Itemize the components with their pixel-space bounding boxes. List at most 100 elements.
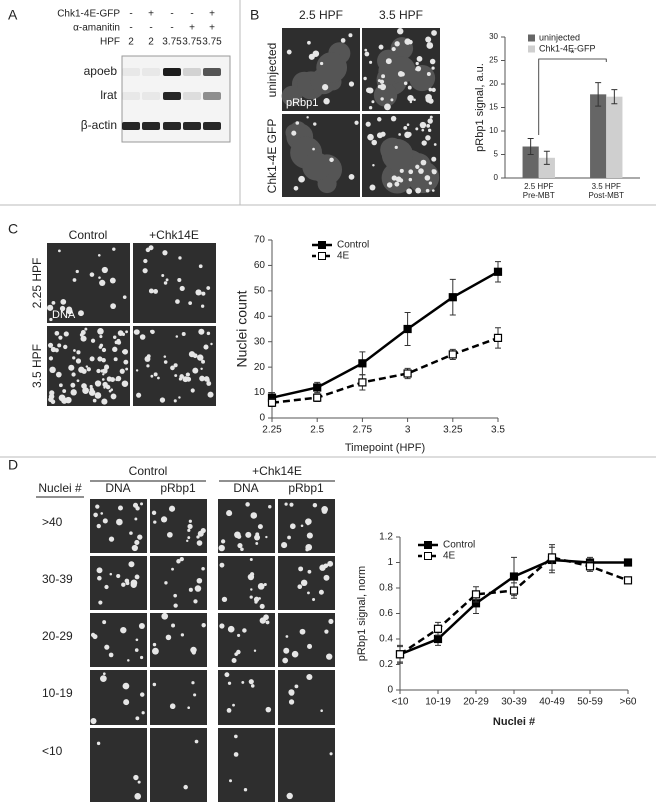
band xyxy=(122,68,140,76)
nucleus xyxy=(153,289,159,294)
bar xyxy=(522,146,539,178)
nucleus xyxy=(185,372,190,377)
nucleus xyxy=(381,74,386,79)
nucleus xyxy=(109,277,116,284)
nucleus xyxy=(134,517,138,521)
stain-label: DNA xyxy=(52,309,76,321)
marker xyxy=(358,378,367,387)
nucleus xyxy=(190,388,195,393)
marker xyxy=(493,267,503,276)
nucleus xyxy=(108,652,114,658)
nucleus xyxy=(100,675,107,682)
nucleus xyxy=(153,520,157,524)
y-tick-label: 5 xyxy=(494,150,499,159)
nucleus xyxy=(96,368,101,374)
nucleus xyxy=(367,133,374,141)
nucleus xyxy=(128,561,135,568)
nucleus xyxy=(196,535,200,539)
nucleus xyxy=(49,366,56,374)
x-tick-label: 2.5 xyxy=(310,425,324,436)
nucleus xyxy=(283,647,290,654)
nucleus xyxy=(394,41,400,47)
nucleus xyxy=(306,116,309,119)
nucleus xyxy=(231,658,237,664)
nucleus xyxy=(378,44,384,50)
marker xyxy=(448,293,457,302)
nucleus xyxy=(165,634,172,641)
cell: - xyxy=(170,23,173,34)
cell: 3.75 xyxy=(182,37,202,48)
nucleus xyxy=(219,623,225,629)
nucleus xyxy=(245,531,252,538)
nucleus xyxy=(421,128,425,132)
marker xyxy=(433,634,443,644)
x-tick-sublabel: Pre-MBT xyxy=(523,191,555,200)
nucleus xyxy=(395,176,402,183)
nucleus xyxy=(403,81,408,86)
nucleus xyxy=(58,249,61,253)
nucleus xyxy=(188,301,193,305)
nucleus xyxy=(129,531,133,535)
nucleus xyxy=(96,567,103,574)
nucleus xyxy=(329,157,334,163)
marker xyxy=(267,398,277,407)
nucleus xyxy=(426,124,431,128)
nucleus xyxy=(406,188,413,195)
row-label: 2.25 HPF xyxy=(30,258,44,309)
nucleus xyxy=(282,657,289,664)
nucleus xyxy=(137,780,141,784)
nucleus xyxy=(305,547,309,552)
nucleus xyxy=(323,98,330,105)
nucleus xyxy=(321,84,329,91)
nucleus xyxy=(178,396,181,399)
nucleus xyxy=(408,177,413,182)
x-tick-label: >60 xyxy=(620,697,637,708)
nucleus xyxy=(201,359,205,364)
nucleus xyxy=(161,273,165,277)
nucleus xyxy=(104,584,109,590)
cell-blob xyxy=(381,139,414,171)
nucleus xyxy=(329,752,333,756)
cell: + xyxy=(148,9,154,20)
nucleus xyxy=(116,340,122,345)
nucleus xyxy=(75,358,82,364)
nucleus xyxy=(117,330,124,336)
nucleus xyxy=(377,117,382,122)
error-bar xyxy=(611,89,618,105)
nucleus xyxy=(234,734,238,739)
nucleus xyxy=(399,168,404,173)
micrograph xyxy=(218,670,275,725)
marker xyxy=(585,562,595,571)
nucleus xyxy=(203,344,209,350)
nucleus xyxy=(371,139,377,146)
row-label: HPF xyxy=(100,37,120,48)
micrograph xyxy=(90,728,147,802)
micrograph xyxy=(90,613,147,667)
error-bar xyxy=(527,138,534,155)
cell: + xyxy=(209,23,215,34)
marker xyxy=(433,624,443,633)
nucleus xyxy=(130,581,137,588)
cell: - xyxy=(170,9,173,20)
nucleus xyxy=(187,523,193,530)
y-tick-label: 1.2 xyxy=(379,532,393,543)
nucleus xyxy=(59,305,66,312)
x-tick-label: 3.25 xyxy=(443,425,463,436)
nucleus xyxy=(96,380,100,384)
nucleus xyxy=(57,343,62,348)
y-tick-label: 30 xyxy=(489,32,498,41)
row-label: α-amanitin xyxy=(73,23,120,34)
nucleus xyxy=(180,633,185,637)
nucleus xyxy=(250,512,258,519)
cell-blob xyxy=(408,64,436,92)
nucleus xyxy=(188,587,193,592)
nucleus xyxy=(380,131,386,137)
nucleus xyxy=(210,342,213,346)
band xyxy=(203,92,221,100)
row-label: Chk1-4E GFP xyxy=(265,119,279,194)
nucleus xyxy=(232,703,235,707)
nucleus xyxy=(139,692,145,697)
nucleus xyxy=(312,598,316,602)
nucleus xyxy=(153,372,158,377)
nucleus xyxy=(95,504,100,509)
